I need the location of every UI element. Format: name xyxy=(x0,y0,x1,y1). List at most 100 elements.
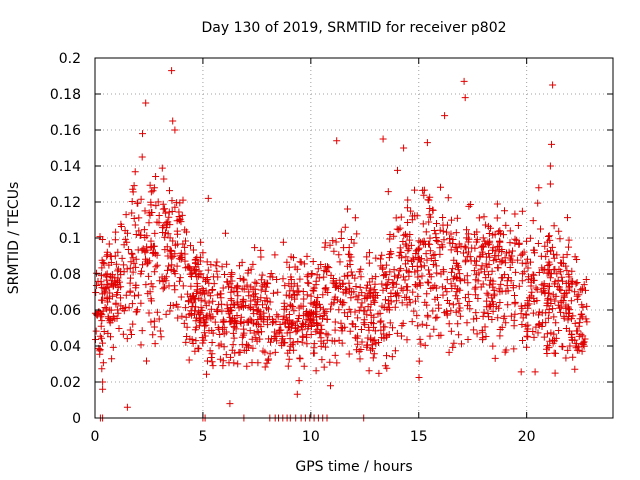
data-point xyxy=(545,309,553,317)
data-point xyxy=(265,313,273,321)
data-point xyxy=(394,274,401,282)
data-point xyxy=(555,283,563,291)
data-point xyxy=(128,331,135,338)
data-point xyxy=(323,268,330,276)
data-point xyxy=(278,332,286,340)
data-point xyxy=(101,285,109,293)
data-point xyxy=(449,265,457,273)
data-point xyxy=(163,243,171,251)
data-point xyxy=(295,377,303,385)
data-point xyxy=(128,249,136,257)
data-point xyxy=(137,195,145,203)
data-point xyxy=(237,302,245,310)
data-point xyxy=(147,318,155,326)
data-point xyxy=(355,291,363,299)
data-point xyxy=(209,297,217,305)
data-point xyxy=(211,318,219,326)
data-point xyxy=(473,330,481,338)
data-point xyxy=(490,257,498,265)
data-point xyxy=(384,300,392,308)
data-point xyxy=(503,249,510,257)
data-point xyxy=(398,332,405,340)
data-point xyxy=(282,314,290,322)
data-point xyxy=(114,248,122,256)
data-point xyxy=(150,268,158,276)
data-point xyxy=(191,347,199,355)
data-point xyxy=(182,237,189,245)
data-point xyxy=(483,289,491,297)
data-point xyxy=(144,259,152,267)
data-point xyxy=(172,300,180,308)
data-point xyxy=(391,347,399,355)
data-point xyxy=(168,197,176,205)
data-point xyxy=(142,281,150,289)
data-point xyxy=(501,259,509,267)
data-point xyxy=(290,346,298,354)
data-point xyxy=(219,284,227,292)
data-point xyxy=(564,316,572,324)
data-point xyxy=(399,238,407,245)
data-point xyxy=(247,304,254,312)
data-point xyxy=(146,288,154,296)
data-point xyxy=(207,354,215,361)
data-point xyxy=(221,271,228,278)
data-point xyxy=(518,304,526,312)
data-point xyxy=(260,280,268,288)
data-point xyxy=(123,403,131,411)
data-point xyxy=(429,206,437,214)
data-point xyxy=(478,262,486,270)
y-axis-label: SRMTID / TECUs xyxy=(6,182,22,295)
data-point xyxy=(212,262,220,270)
data-point xyxy=(495,304,503,312)
data-point xyxy=(352,283,360,290)
data-point xyxy=(484,239,492,247)
data-point xyxy=(551,369,559,377)
data-point xyxy=(563,267,571,275)
data-point xyxy=(298,326,306,334)
data-point xyxy=(532,284,540,292)
data-point xyxy=(157,333,165,341)
data-point xyxy=(395,226,403,234)
data-point xyxy=(471,285,479,293)
data-point xyxy=(496,299,504,306)
data-point xyxy=(179,282,187,290)
data-point xyxy=(250,293,258,301)
data-point xyxy=(286,301,294,309)
data-point xyxy=(143,260,151,268)
data-point xyxy=(412,250,420,257)
data-point xyxy=(569,312,577,320)
data-point xyxy=(275,326,283,334)
data-point xyxy=(356,355,364,363)
data-point xyxy=(236,275,244,282)
data-point xyxy=(273,337,281,345)
data-point xyxy=(346,251,354,259)
data-point xyxy=(501,348,509,356)
data-point xyxy=(131,292,138,300)
data-point xyxy=(228,307,236,315)
y-tick-label: 0.14 xyxy=(50,159,81,175)
data-point xyxy=(310,349,318,357)
data-point xyxy=(234,360,242,368)
data-point xyxy=(484,291,492,299)
y-tick-label: 0.18 xyxy=(50,87,81,103)
data-point xyxy=(396,244,404,252)
data-point xyxy=(401,276,409,284)
data-point xyxy=(326,241,334,249)
data-point xyxy=(193,314,200,322)
data-point xyxy=(203,370,210,378)
data-point xyxy=(382,333,390,341)
data-point xyxy=(407,207,415,215)
data-point xyxy=(198,285,206,293)
data-point xyxy=(406,231,414,238)
data-point xyxy=(372,289,380,297)
data-point xyxy=(274,313,282,321)
data-point xyxy=(370,286,378,294)
data-point xyxy=(425,279,433,287)
data-point xyxy=(327,382,334,390)
data-point xyxy=(406,299,414,307)
data-point xyxy=(486,301,494,309)
data-point xyxy=(223,301,231,309)
data-point xyxy=(547,329,555,337)
data-point xyxy=(496,238,504,246)
data-point xyxy=(394,166,401,174)
